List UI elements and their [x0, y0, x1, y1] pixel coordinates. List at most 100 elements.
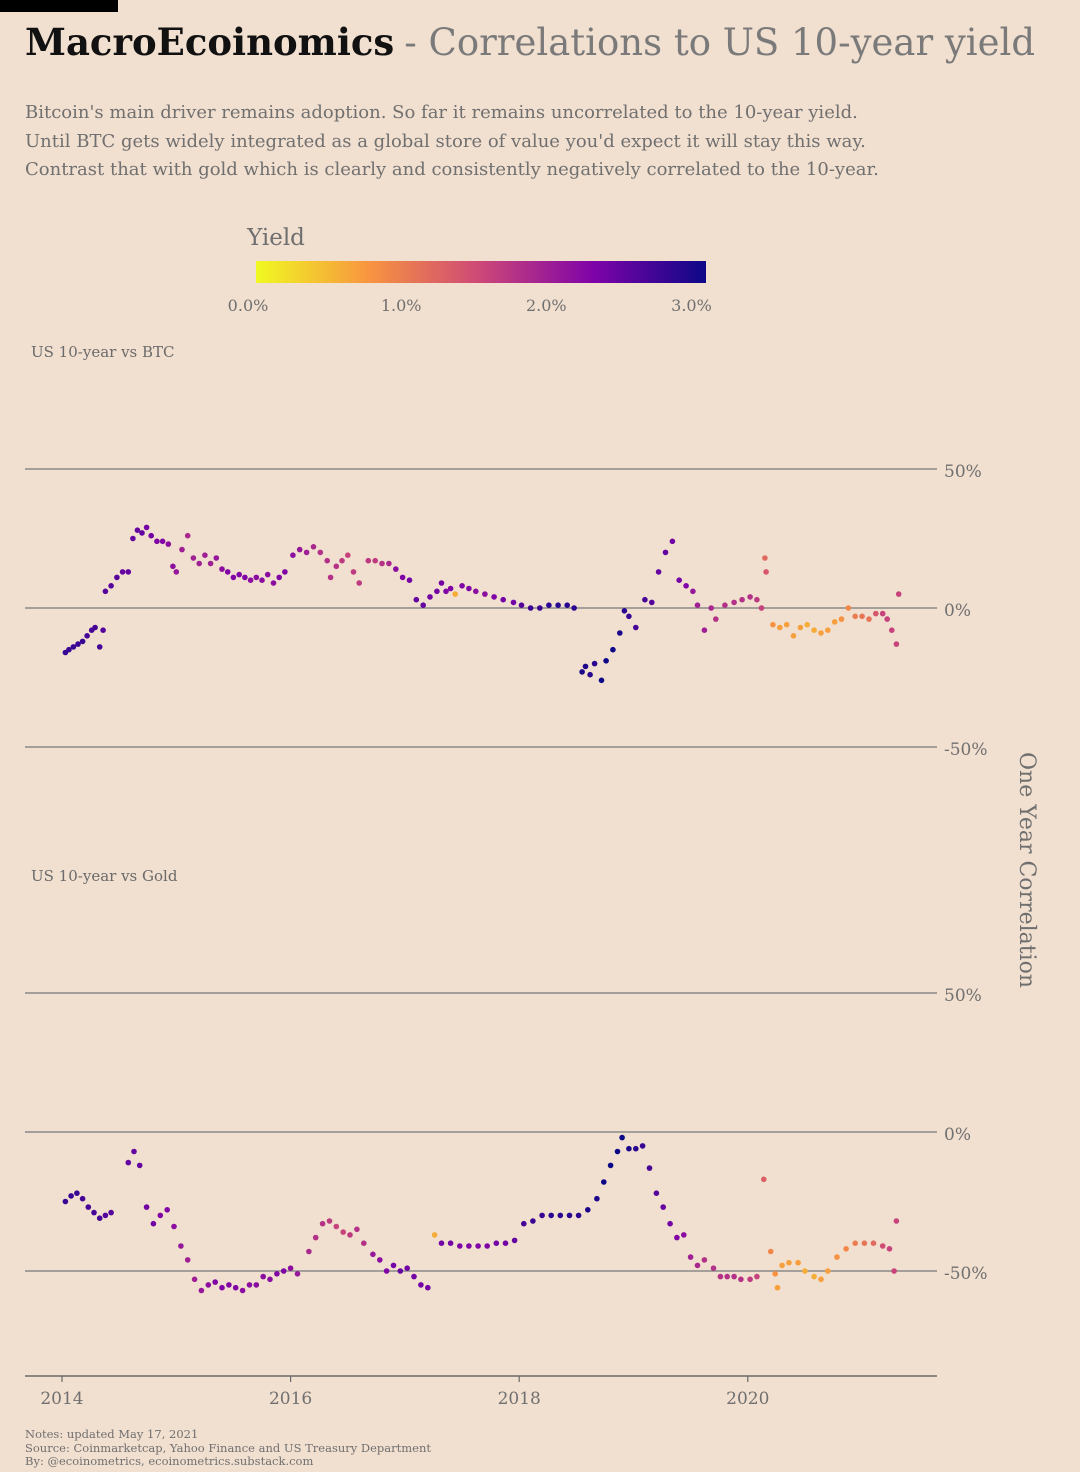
btc-correlation-point — [190, 555, 197, 561]
legend-tick-label: 2.0% — [526, 296, 567, 315]
btc-correlation-point — [393, 566, 399, 572]
btc-correlation-point — [546, 602, 552, 608]
gold-correlation-point — [687, 1254, 694, 1260]
gold-correlation-point — [157, 1212, 164, 1219]
btc-correlation-point — [797, 624, 804, 631]
ytick-btc-50: 50% — [944, 462, 982, 482]
btc-correlation-point — [811, 627, 817, 633]
description-line-1: Bitcoin's main driver remains adoption. … — [25, 102, 858, 123]
gold-correlation-point — [484, 1243, 491, 1249]
gold-correlation-point — [747, 1276, 753, 1283]
btc-correlation-point — [852, 613, 858, 620]
btc-correlation-point — [130, 535, 136, 542]
top-black-bar — [0, 0, 118, 12]
gold-correlation-point — [125, 1159, 132, 1166]
gold-correlation-point — [626, 1145, 632, 1152]
gold-correlation-point — [178, 1243, 184, 1249]
legend-tick-label: 1.0% — [381, 296, 422, 315]
x-tick-label: 2020 — [726, 1389, 769, 1409]
btc-correlation-point — [598, 677, 605, 684]
btc-correlation-point — [831, 619, 838, 625]
gold-correlation-point — [585, 1207, 591, 1213]
btc-correlation-point — [610, 646, 616, 653]
gold-correlation-point — [253, 1282, 260, 1288]
gold-correlation-point — [466, 1243, 472, 1249]
gold-correlation-point — [653, 1190, 660, 1196]
btc-correlation-point — [701, 627, 708, 633]
btc-correlation-point — [537, 605, 543, 611]
btc-correlation-point — [676, 577, 682, 583]
gold-correlation-point — [761, 1176, 767, 1183]
gold-correlation-point — [212, 1279, 218, 1285]
gold-correlation-point — [287, 1265, 294, 1271]
btc-correlation-point — [290, 552, 296, 558]
gold-correlation-point — [548, 1212, 554, 1219]
btc-correlation-point — [783, 621, 790, 628]
gold-correlation-point — [91, 1209, 97, 1216]
gold-correlation-point — [818, 1276, 824, 1283]
gold-correlation-point — [566, 1212, 573, 1219]
btc-correlation-point — [173, 569, 180, 575]
gold-points — [62, 1134, 900, 1294]
btc-correlation-point — [713, 616, 719, 622]
btc-correlation-point — [447, 585, 454, 592]
ytick-gold-neg50: -50% — [944, 1264, 988, 1284]
btc-correlation-point — [213, 555, 220, 561]
gold-correlation-point — [246, 1282, 253, 1288]
btc-correlation-point — [282, 569, 288, 575]
gold-correlation-point — [280, 1268, 287, 1274]
gold-correlation-point — [511, 1237, 518, 1244]
btc-correlation-point — [571, 605, 577, 611]
btc-correlation-point — [669, 538, 676, 545]
btc-correlation-point — [125, 569, 132, 575]
btc-correlation-point — [154, 538, 160, 545]
gold-correlation-point — [619, 1134, 625, 1141]
btc-correlation-point — [895, 591, 902, 597]
btc-correlation-point — [518, 602, 525, 608]
gold-correlation-point — [811, 1273, 817, 1280]
gold-correlation-point — [219, 1284, 225, 1291]
gold-correlation-point — [411, 1273, 417, 1280]
btc-correlation-point — [108, 583, 114, 589]
btc-correlation-point — [379, 560, 385, 567]
gold-correlation-point — [802, 1268, 808, 1274]
gold-correlation-point — [886, 1246, 893, 1252]
gold-correlation-point — [150, 1220, 157, 1227]
btc-correlation-point — [866, 616, 872, 622]
gold-correlation-point — [347, 1232, 353, 1238]
gold-correlation-point — [674, 1234, 680, 1241]
gold-correlation-point — [795, 1259, 801, 1266]
gold-correlation-point — [85, 1204, 92, 1210]
btc-correlation-point — [219, 566, 225, 572]
btc-correlation-point — [500, 596, 507, 603]
gold-correlation-point — [502, 1240, 509, 1246]
btc-correlation-point — [633, 624, 639, 631]
legend-title: Yield — [246, 225, 305, 251]
btc-correlation-point — [399, 574, 406, 581]
btc-correlation-point — [230, 574, 237, 581]
legend-tick-label: 0.0% — [228, 296, 269, 315]
btc-correlation-point — [134, 527, 141, 533]
btc-correlation-point — [825, 627, 831, 633]
gold-correlation-point — [354, 1226, 360, 1233]
btc-correlation-point — [143, 524, 150, 531]
btc-correlation-point — [626, 613, 632, 620]
btc-correlation-point — [763, 569, 769, 575]
gold-correlation-point — [772, 1271, 778, 1277]
brand-title: MacroEcoinomics — [25, 20, 395, 64]
x-tick-label: 2018 — [498, 1389, 541, 1409]
gold-correlation-point — [754, 1273, 760, 1280]
gold-correlation-point — [68, 1193, 74, 1199]
btc-correlation-point — [564, 602, 570, 608]
btc-correlation-point — [386, 560, 392, 567]
btc-correlation-point — [165, 541, 172, 547]
gold-correlation-point — [274, 1271, 280, 1277]
gold-correlation-point — [171, 1223, 177, 1230]
gold-correlation-point — [594, 1195, 600, 1202]
gold-correlation-point — [633, 1145, 639, 1152]
btc-correlation-point — [873, 610, 879, 617]
btc-correlation-point — [296, 546, 303, 553]
btc-correlation-point — [655, 569, 662, 575]
panel-title-btc: US 10-year vs BTC — [31, 343, 175, 361]
ytick-btc-0: 0% — [944, 601, 971, 621]
